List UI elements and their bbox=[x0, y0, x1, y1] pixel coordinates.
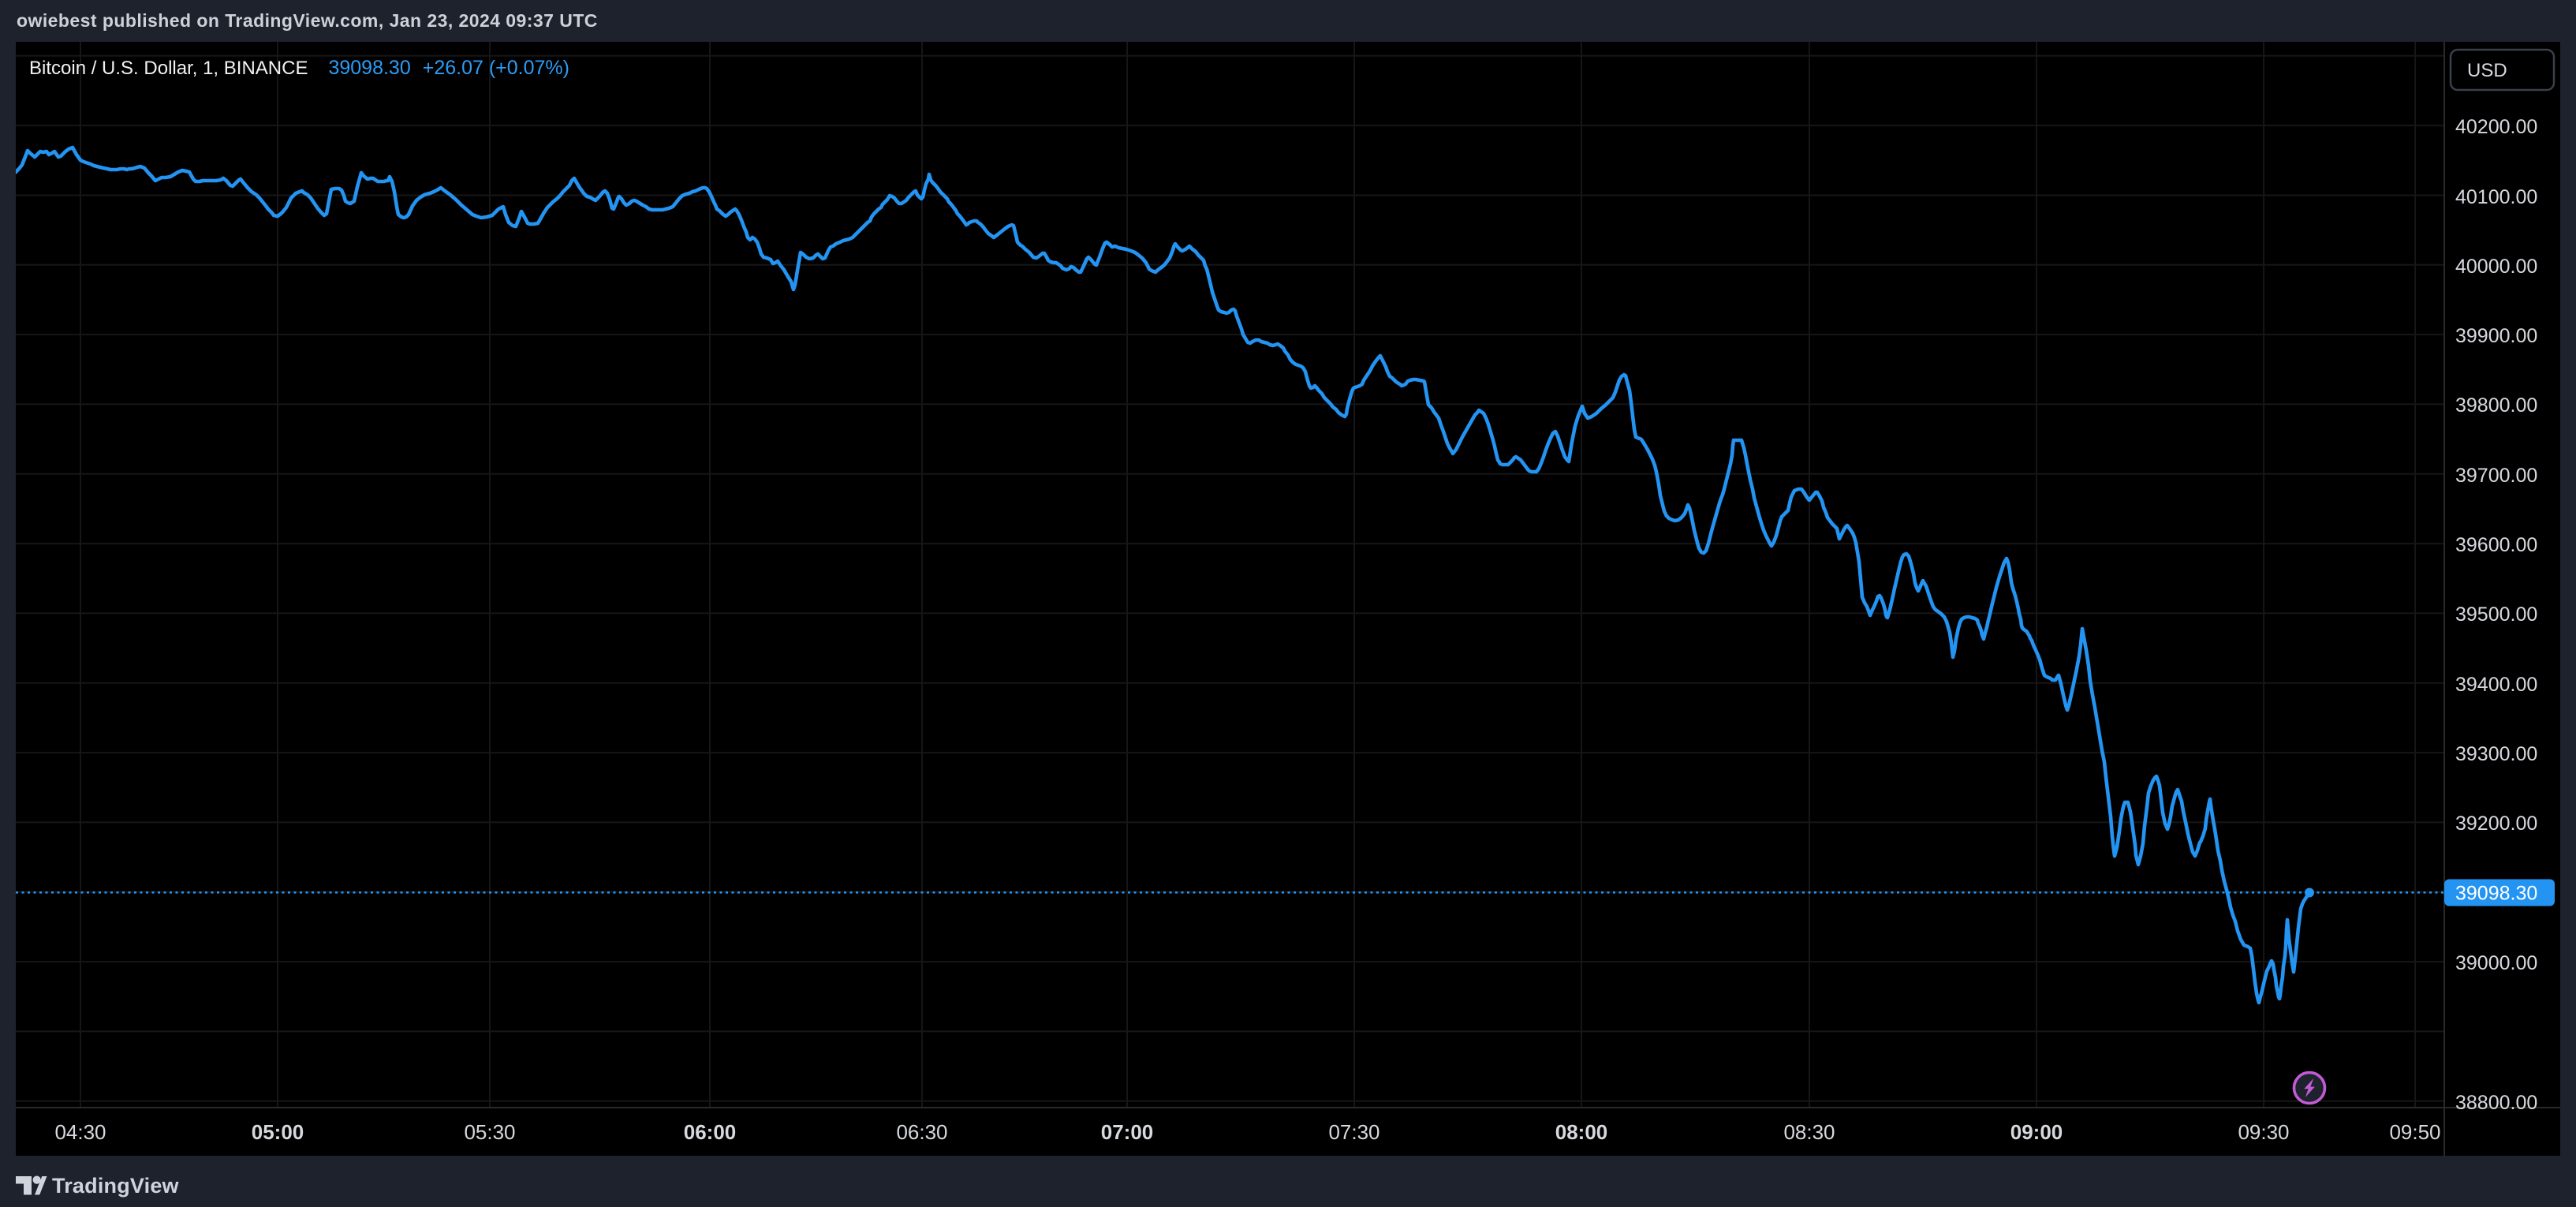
svg-text:39098.30: 39098.30 bbox=[2455, 883, 2537, 905]
svg-text:09:30: 09:30 bbox=[2238, 1120, 2289, 1144]
svg-text:39700.00: 39700.00 bbox=[2455, 465, 2537, 487]
svg-text:07:30: 07:30 bbox=[1328, 1120, 1379, 1144]
svg-text:39000.00: 39000.00 bbox=[2455, 952, 2537, 974]
svg-text:08:30: 08:30 bbox=[1783, 1120, 1835, 1144]
svg-text:38800.00: 38800.00 bbox=[2455, 1092, 2537, 1114]
svg-text:39900.00: 39900.00 bbox=[2455, 325, 2537, 347]
svg-text:04:30: 04:30 bbox=[54, 1120, 106, 1144]
svg-text:USD: USD bbox=[2467, 60, 2507, 81]
svg-text:40100.00: 40100.00 bbox=[2455, 186, 2537, 208]
svg-text:09:50: 09:50 bbox=[2389, 1120, 2440, 1144]
svg-text:40200.00: 40200.00 bbox=[2455, 116, 2537, 138]
svg-text:06:00: 06:00 bbox=[684, 1120, 737, 1144]
svg-text:39300.00: 39300.00 bbox=[2455, 743, 2537, 765]
svg-text:39200.00: 39200.00 bbox=[2455, 813, 2537, 835]
svg-text:05:30: 05:30 bbox=[464, 1120, 515, 1144]
svg-text:Bitcoin / U.S. Dollar, 1, BINA: Bitcoin / U.S. Dollar, 1, BINANCE 39098.3… bbox=[29, 57, 569, 79]
svg-text:39800.00: 39800.00 bbox=[2455, 394, 2537, 417]
svg-text:39400.00: 39400.00 bbox=[2455, 674, 2537, 696]
svg-text:05:00: 05:00 bbox=[252, 1120, 304, 1144]
svg-text:39600.00: 39600.00 bbox=[2455, 534, 2537, 556]
svg-text:40000.00: 40000.00 bbox=[2455, 256, 2537, 278]
svg-text:09:00: 09:00 bbox=[2010, 1120, 2063, 1144]
svg-text:08:00: 08:00 bbox=[1555, 1120, 1608, 1144]
svg-text:07:00: 07:00 bbox=[1101, 1120, 1154, 1144]
svg-text:06:30: 06:30 bbox=[896, 1120, 947, 1144]
svg-text:39500.00: 39500.00 bbox=[2455, 604, 2537, 626]
